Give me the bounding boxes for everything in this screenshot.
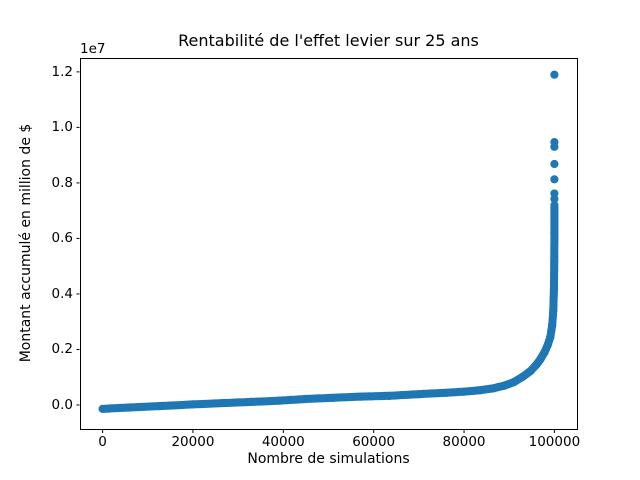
scatter-point <box>550 201 559 210</box>
y-tick-label: 0.4 <box>51 285 73 302</box>
y-tick-label: 0.2 <box>51 341 73 358</box>
y-tick-label: 0.0 <box>51 396 73 413</box>
y-tick-label: 0.6 <box>51 230 73 247</box>
x-tick-label: 100000 <box>528 434 581 450</box>
scatter-point <box>550 189 559 198</box>
x-tick-label: 60000 <box>352 434 396 450</box>
y-tick-label: 0.8 <box>51 174 73 191</box>
x-tick-label: 80000 <box>442 434 486 450</box>
y-tick-label: 1.0 <box>51 119 73 136</box>
scatter-point <box>550 159 559 169</box>
y-tick-label: 1.2 <box>51 63 73 80</box>
x-tick-label: 40000 <box>261 434 305 450</box>
scatter-point <box>550 138 559 147</box>
x-tick-label: 0 <box>98 434 107 450</box>
y-axis-offset-label: 1e7 <box>80 41 106 57</box>
x-tick-label: 20000 <box>171 434 215 450</box>
x-axis-label: Nombre de simulations <box>247 451 410 467</box>
y-axis-label: Montant accumulé en million de $ <box>18 123 34 363</box>
chart-title: Rentabilité de l'effet levier sur 25 ans <box>178 31 479 50</box>
scatter-point <box>550 70 559 79</box>
scatter-point <box>550 175 559 184</box>
axes-frame <box>80 58 578 430</box>
